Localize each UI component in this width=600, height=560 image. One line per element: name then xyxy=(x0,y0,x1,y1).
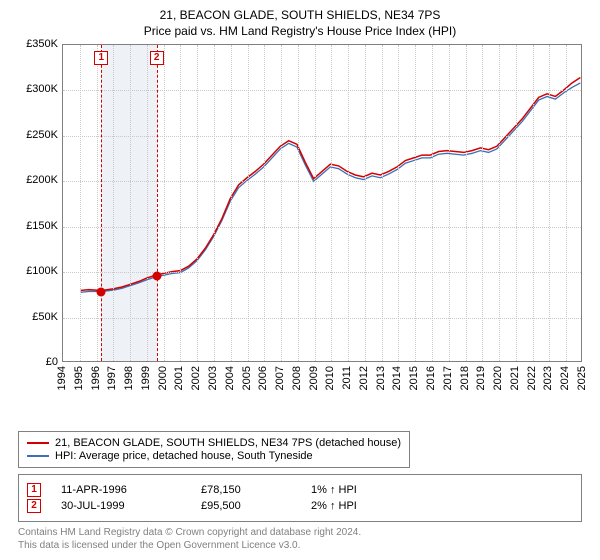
y-tick-label: £150K xyxy=(26,220,58,232)
x-tick-label: 2024 xyxy=(559,366,571,390)
event-price: £78,150 xyxy=(201,484,291,496)
event-price: £95,500 xyxy=(201,500,291,512)
x-tick-label: 1997 xyxy=(106,366,118,390)
event-marker: 1 xyxy=(94,51,108,65)
legend-swatch-series2 xyxy=(27,455,49,457)
x-tick-label: 2015 xyxy=(408,366,420,390)
y-tick-label: £50K xyxy=(32,311,58,323)
series-line xyxy=(80,77,580,290)
legend-box: 21, BEACON GLADE, SOUTH SHIELDS, NE34 7P… xyxy=(18,431,410,468)
event-pct: 1% ↑ HPI xyxy=(311,484,401,496)
legend-swatch-series1 xyxy=(27,442,49,444)
events-table: 1 11-APR-1996 £78,150 1% ↑ HPI 2 30-JUL-1999 £… xyxy=(18,474,582,522)
x-tick-label: 1999 xyxy=(140,366,152,390)
legend-row: HPI: Average price, detached house, Sout… xyxy=(27,450,401,462)
y-axis: £0£50K£100K£150K£200K£250K£300K£350K xyxy=(18,44,62,362)
y-tick-label: £100K xyxy=(26,265,58,277)
legend-row: 21, BEACON GLADE, SOUTH SHIELDS, NE34 7P… xyxy=(27,437,401,449)
x-tick-label: 2011 xyxy=(341,366,353,390)
event-dot xyxy=(152,272,161,281)
plot-area: 12 xyxy=(62,44,582,362)
x-tick-label: 1996 xyxy=(90,366,102,390)
x-axis: 1994199519961997199819992000200120022003… xyxy=(62,362,582,402)
x-tick-label: 2004 xyxy=(224,366,236,390)
x-tick-label: 2025 xyxy=(576,366,588,390)
event-marker: 2 xyxy=(27,499,41,513)
x-tick-label: 1994 xyxy=(56,366,68,390)
y-tick-label: £300K xyxy=(26,83,58,95)
x-tick-label: 1998 xyxy=(123,366,135,390)
chart-title: 21, BEACON GLADE, SOUTH SHIELDS, NE34 7P… xyxy=(18,8,582,22)
chart-area: £0£50K£100K£150K£200K£250K£300K£350K 12 … xyxy=(18,44,582,399)
x-tick-label: 2008 xyxy=(291,366,303,390)
y-tick-label: £250K xyxy=(26,129,58,141)
y-tick-label: £350K xyxy=(26,38,58,50)
x-tick-label: 2001 xyxy=(173,366,185,390)
footer-line: Contains HM Land Registry data © Crown c… xyxy=(18,526,582,539)
series-line xyxy=(80,83,580,292)
footer-line: This data is licensed under the Open Gov… xyxy=(18,539,582,552)
chart-lines xyxy=(63,45,581,361)
x-tick-label: 2019 xyxy=(475,366,487,390)
x-tick-label: 1995 xyxy=(73,366,85,390)
event-line xyxy=(157,45,158,361)
event-row: 1 11-APR-1996 £78,150 1% ↑ HPI xyxy=(27,483,573,497)
x-tick-label: 2000 xyxy=(157,366,169,390)
x-tick-label: 2018 xyxy=(459,366,471,390)
x-tick-label: 2017 xyxy=(442,366,454,390)
event-marker: 2 xyxy=(150,51,164,65)
chart-subtitle: Price paid vs. HM Land Registry's House … xyxy=(18,24,582,38)
legend-label: HPI: Average price, detached house, Sout… xyxy=(55,450,313,462)
x-tick-label: 2023 xyxy=(542,366,554,390)
event-pct: 2% ↑ HPI xyxy=(311,500,401,512)
x-tick-label: 2002 xyxy=(190,366,202,390)
event-marker: 1 xyxy=(27,483,41,497)
event-row: 2 30-JUL-1999 £95,500 2% ↑ HPI xyxy=(27,499,573,513)
x-tick-label: 2014 xyxy=(391,366,403,390)
x-tick-label: 2022 xyxy=(526,366,538,390)
x-tick-label: 2020 xyxy=(492,366,504,390)
event-date: 30-JUL-1999 xyxy=(61,500,181,512)
x-tick-label: 2016 xyxy=(425,366,437,390)
event-line xyxy=(101,45,102,361)
x-tick-label: 2009 xyxy=(308,366,320,390)
y-tick-label: £200K xyxy=(26,174,58,186)
event-date: 11-APR-1996 xyxy=(61,484,181,496)
x-tick-label: 2007 xyxy=(274,366,286,390)
x-tick-label: 2013 xyxy=(375,366,387,390)
x-tick-label: 2021 xyxy=(509,366,521,390)
event-dot xyxy=(97,287,106,296)
footer-section: 21, BEACON GLADE, SOUTH SHIELDS, NE34 7P… xyxy=(18,431,582,552)
chart-container: 21, BEACON GLADE, SOUTH SHIELDS, NE34 7P… xyxy=(0,0,600,560)
attribution: Contains HM Land Registry data © Crown c… xyxy=(18,526,582,552)
legend-label: 21, BEACON GLADE, SOUTH SHIELDS, NE34 7P… xyxy=(55,437,401,449)
x-tick-label: 2006 xyxy=(257,366,269,390)
x-tick-label: 2005 xyxy=(241,366,253,390)
x-tick-label: 2012 xyxy=(358,366,370,390)
x-tick-label: 2003 xyxy=(207,366,219,390)
x-tick-label: 2010 xyxy=(324,366,336,390)
